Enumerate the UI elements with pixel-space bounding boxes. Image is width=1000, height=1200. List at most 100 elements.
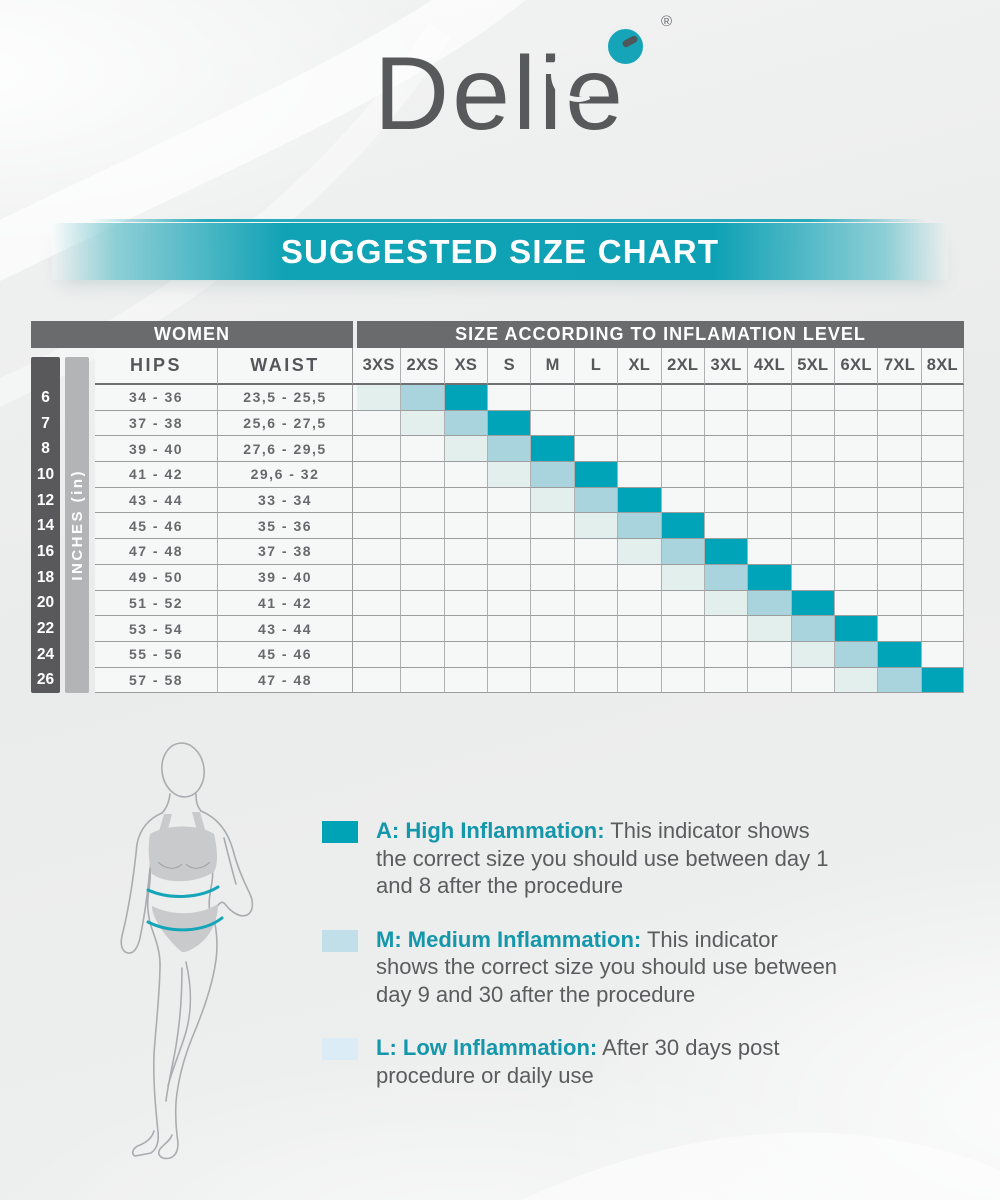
legend-title-low: L: Low Inflammation: — [376, 1035, 598, 1060]
size-cell — [530, 410, 574, 437]
legend-body-medium: This indicator shows the correct size yo… — [376, 926, 838, 1007]
legend-title-medium: M: Medium Inflammation: — [376, 926, 642, 952]
size-column-header: L — [573, 348, 618, 385]
size-cell — [790, 564, 834, 591]
size-cell — [833, 513, 878, 540]
hips-cell: 39 - 40 — [95, 436, 218, 463]
size-column-header: 8XL — [920, 348, 965, 385]
size-cell — [833, 462, 878, 488]
size-cell-medium — [747, 590, 791, 617]
size-cell — [573, 385, 618, 411]
size-cell — [790, 436, 834, 463]
size-cell-low — [443, 436, 488, 463]
waist-cell: 35 - 36 — [218, 513, 353, 540]
size-cell — [660, 667, 704, 694]
size-cell — [747, 513, 791, 540]
size-cell — [833, 539, 878, 565]
row-inches-label: 26 — [36, 671, 55, 689]
size-cell — [357, 667, 401, 694]
size-cell — [487, 487, 531, 514]
size-cell — [660, 487, 704, 514]
size-cell — [357, 539, 401, 565]
size-cell — [400, 641, 444, 668]
size-cell — [747, 487, 791, 514]
size-cell — [573, 410, 618, 437]
logo-dot-icon — [604, 25, 647, 68]
size-cell-low — [400, 410, 444, 437]
size-cell-high — [660, 513, 704, 540]
waist-cell: 23,5 - 25,5 — [218, 385, 353, 411]
row-inches-label: 6 — [41, 388, 50, 406]
size-cell — [920, 616, 965, 642]
row-inches-label: 8 — [41, 440, 50, 458]
size-level-header: SIZE ACCORDING TO INFLAMATION LEVEL — [357, 321, 965, 348]
size-column-header: 3XS — [357, 348, 401, 385]
table-gap-cell — [353, 539, 357, 565]
size-cell — [833, 487, 878, 514]
size-cell — [443, 667, 488, 694]
size-cell — [747, 462, 791, 488]
size-cell — [443, 462, 488, 488]
size-cell — [443, 564, 488, 591]
size-cell — [530, 539, 574, 565]
row-inches-label: 20 — [36, 594, 55, 612]
size-cell — [660, 385, 704, 411]
size-cell-high — [703, 539, 748, 565]
size-cell — [790, 539, 834, 565]
waist-cell: 29,6 - 32 — [218, 462, 353, 488]
waist-column-header: WAIST — [218, 348, 353, 385]
brand-logo: Delie ® — [0, 14, 1000, 149]
size-cell — [747, 539, 791, 565]
size-cell-medium — [703, 564, 748, 591]
row-inches-label: 18 — [36, 568, 55, 586]
size-cell — [487, 513, 531, 540]
size-cell — [747, 410, 791, 437]
size-cell — [443, 487, 488, 514]
size-column-header: XL — [617, 348, 661, 385]
size-column-header: 5XL — [790, 348, 834, 385]
size-cell-low — [357, 385, 401, 411]
size-cell — [400, 590, 444, 617]
size-cell — [790, 487, 834, 514]
size-cell — [617, 641, 661, 668]
size-cell — [877, 616, 921, 642]
inches-axis-bar: INCHES (in) — [65, 357, 89, 694]
inches-axis-label: INCHES (in) — [68, 469, 86, 581]
size-cell — [573, 436, 618, 463]
size-cell-medium — [660, 539, 704, 565]
size-cell — [833, 385, 878, 411]
size-cell — [573, 667, 618, 694]
size-cell — [487, 667, 531, 694]
size-cell — [747, 641, 791, 668]
table-gap-cell — [353, 590, 357, 617]
size-cell — [790, 462, 834, 488]
size-cell — [357, 641, 401, 668]
size-cell — [357, 410, 401, 437]
hips-cell: 34 - 36 — [95, 385, 218, 411]
size-cell — [400, 462, 444, 488]
size-cell-medium — [530, 462, 574, 488]
legend-title-high: A: High Inflammation: — [376, 818, 605, 843]
size-cell — [877, 462, 921, 488]
low-inflammation-swatch — [322, 1038, 358, 1060]
size-column-header: 6XL — [833, 348, 878, 385]
size-cell-high — [443, 385, 488, 411]
row-inches-label: 14 — [36, 517, 55, 535]
row-inches-label: 24 — [36, 645, 55, 663]
size-cell-high — [530, 436, 574, 463]
size-cell-low — [660, 564, 704, 591]
size-cell — [877, 410, 921, 437]
size-cell-medium — [790, 616, 834, 642]
size-cell — [703, 616, 748, 642]
size-cell — [833, 410, 878, 437]
hips-cell: 45 - 46 — [95, 513, 218, 540]
size-cell-high — [877, 641, 921, 668]
waist-cell: 25,6 - 27,5 — [218, 410, 353, 437]
high-inflammation-swatch — [322, 821, 358, 843]
size-cell-low — [617, 539, 661, 565]
size-cell — [617, 462, 661, 488]
size-cell — [920, 436, 965, 463]
size-column-header: 2XS — [400, 348, 444, 385]
size-cell — [573, 590, 618, 617]
